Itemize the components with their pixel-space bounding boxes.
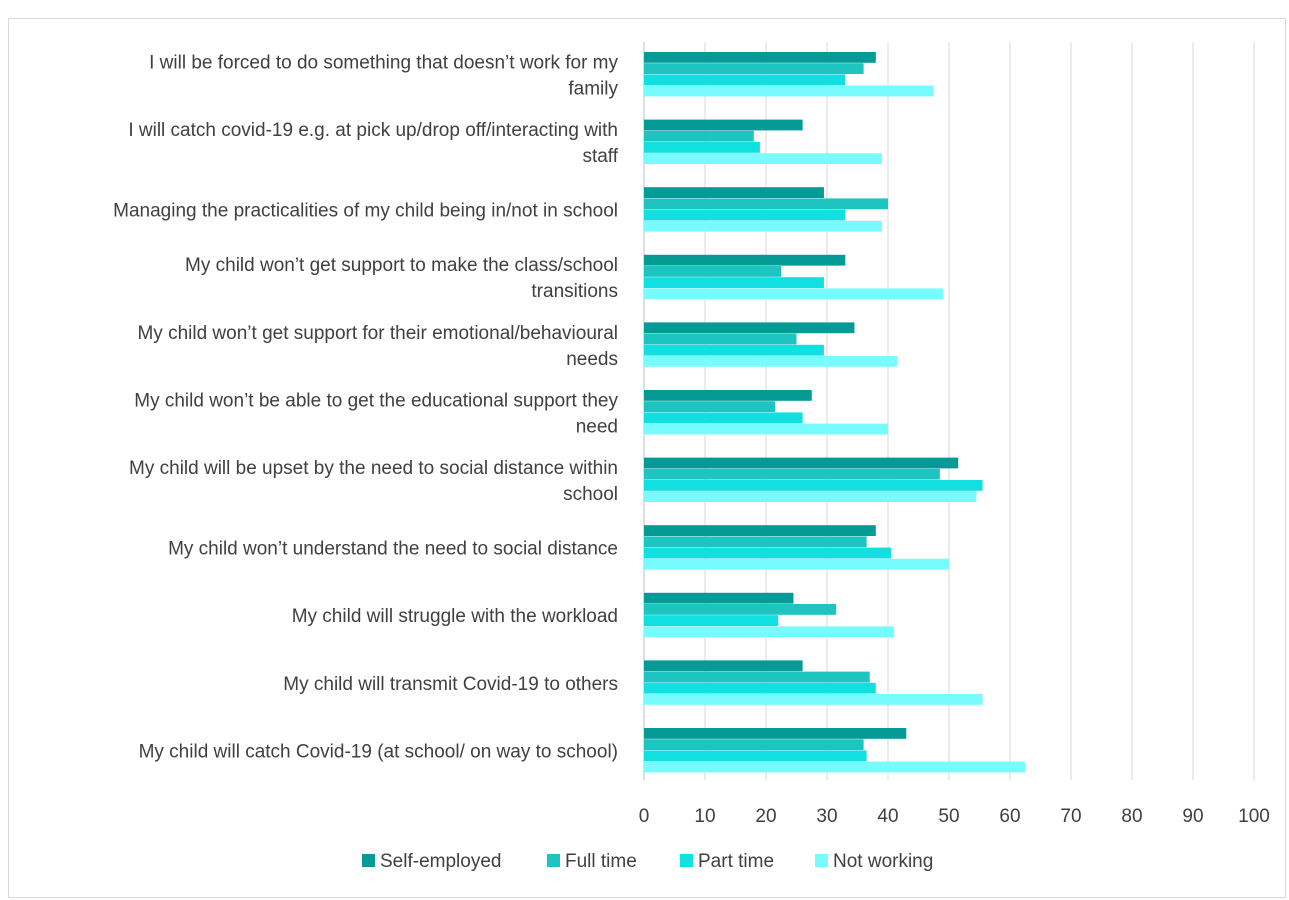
category-label: My child won’t get support for their emo… bbox=[137, 323, 618, 370]
bar bbox=[644, 74, 846, 86]
bar bbox=[644, 344, 824, 356]
bar bbox=[644, 322, 855, 334]
bar bbox=[644, 615, 779, 626]
legend-swatch bbox=[547, 854, 560, 867]
x-tick-label: 30 bbox=[816, 806, 837, 827]
bar bbox=[644, 401, 776, 412]
gridlines bbox=[643, 42, 1255, 780]
bar bbox=[644, 220, 882, 232]
bar bbox=[644, 52, 876, 63]
bar bbox=[644, 266, 782, 277]
category-label: My child will catch Covid-19 (at school/… bbox=[139, 741, 618, 762]
bar bbox=[644, 187, 824, 198]
bar bbox=[644, 728, 907, 739]
bar bbox=[644, 85, 934, 97]
bar bbox=[644, 254, 846, 266]
category-label: My child won’t get support to make the c… bbox=[185, 255, 618, 302]
bar bbox=[644, 547, 892, 559]
bar bbox=[644, 288, 943, 300]
x-tick-label: 10 bbox=[694, 806, 715, 827]
bar bbox=[644, 536, 867, 548]
category-label: My child will be upset by the need to so… bbox=[129, 458, 618, 505]
category-label: My child won’t understand the need to so… bbox=[168, 539, 618, 560]
bar bbox=[644, 750, 867, 762]
legend-label: Part time bbox=[698, 851, 774, 872]
bar bbox=[644, 423, 888, 435]
x-tick-label: 90 bbox=[1182, 806, 1203, 827]
bars bbox=[644, 52, 1026, 773]
x-tick-labels: 0 10 20 30 40 50 60 70 80 90 100 bbox=[639, 806, 1270, 827]
bar bbox=[644, 63, 864, 74]
bar bbox=[644, 491, 977, 502]
bar bbox=[644, 130, 754, 142]
bar bbox=[644, 209, 846, 221]
bar bbox=[644, 739, 864, 750]
bar bbox=[644, 525, 876, 536]
legend-label: Not working bbox=[833, 851, 933, 872]
legend-swatch bbox=[362, 854, 375, 867]
x-tick-label: 20 bbox=[755, 806, 776, 827]
bar bbox=[644, 277, 824, 288]
bar bbox=[644, 480, 983, 491]
legend-label: Full time bbox=[565, 851, 637, 872]
bar bbox=[644, 604, 837, 615]
bar bbox=[644, 761, 1026, 773]
bar bbox=[644, 558, 949, 570]
x-tick-label: 50 bbox=[938, 806, 959, 827]
category-label: My child won’t be able to get the educat… bbox=[134, 390, 618, 437]
legend: Self-employed Full time Part time Not worki… bbox=[362, 851, 933, 872]
x-tick-label: 80 bbox=[1121, 806, 1142, 827]
bar bbox=[644, 682, 876, 694]
category-label: I will be forced to do something that do… bbox=[149, 52, 618, 99]
bar bbox=[644, 457, 959, 469]
category-label: Managing the practicalities of my child … bbox=[113, 201, 618, 222]
bar bbox=[644, 592, 794, 604]
bar bbox=[644, 198, 888, 210]
x-tick-label: 0 bbox=[639, 806, 650, 827]
bar bbox=[644, 390, 812, 401]
bar bbox=[644, 142, 760, 153]
category-labels: I will be forced to do something that do… bbox=[113, 52, 619, 762]
bar bbox=[644, 412, 803, 424]
bar bbox=[644, 671, 870, 683]
bar bbox=[644, 153, 882, 164]
x-tick-label: 40 bbox=[877, 806, 898, 827]
category-label: I will catch covid-19 e.g. at pick up/dr… bbox=[128, 120, 618, 167]
bar bbox=[644, 119, 803, 131]
bar bbox=[644, 356, 898, 367]
x-tick-label: 60 bbox=[999, 806, 1020, 827]
category-label: My child will struggle with the workload bbox=[292, 606, 618, 627]
bar bbox=[644, 626, 895, 638]
category-label: My child will transmit Covid-19 to other… bbox=[283, 674, 618, 695]
bar bbox=[644, 694, 983, 705]
legend-swatch bbox=[815, 854, 828, 867]
legend-swatch bbox=[680, 854, 693, 867]
x-tick-label: 70 bbox=[1060, 806, 1081, 827]
bar bbox=[644, 468, 940, 480]
x-tick-label: 100 bbox=[1238, 806, 1270, 827]
bar bbox=[644, 660, 803, 672]
bar bbox=[644, 333, 797, 345]
legend-label: Self-employed bbox=[380, 851, 501, 872]
